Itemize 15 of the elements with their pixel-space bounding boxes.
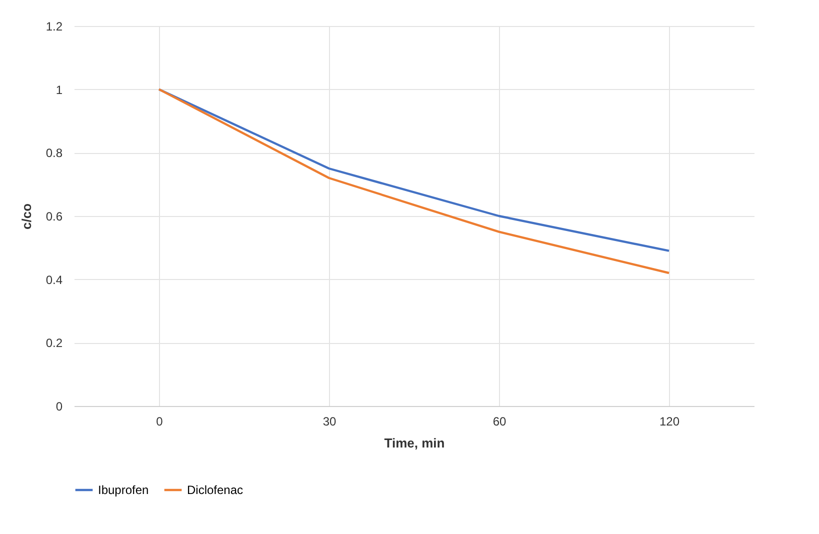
y-axis-title: c/co: [18, 203, 34, 230]
y-tick-label: 0.2: [46, 336, 63, 350]
legend-label: Diclofenac: [187, 483, 244, 497]
y-tick-label: 0.4: [46, 272, 63, 287]
x-tick-label: 60: [492, 414, 506, 428]
x-tick-label: 0: [156, 414, 164, 428]
x-axis-title: Time, min: [384, 436, 445, 450]
legend-label: Ibuprofen: [98, 483, 149, 497]
y-tick-label: 1.2: [46, 20, 63, 34]
y-tick-label: 1: [56, 82, 63, 97]
y-tick-label: 0.6: [46, 210, 63, 224]
x-tick-label: 120: [659, 414, 680, 428]
x-tick-label: 30: [322, 414, 336, 428]
y-tick-label: 0.8: [46, 146, 63, 160]
y-tick-label: 0: [56, 400, 63, 414]
